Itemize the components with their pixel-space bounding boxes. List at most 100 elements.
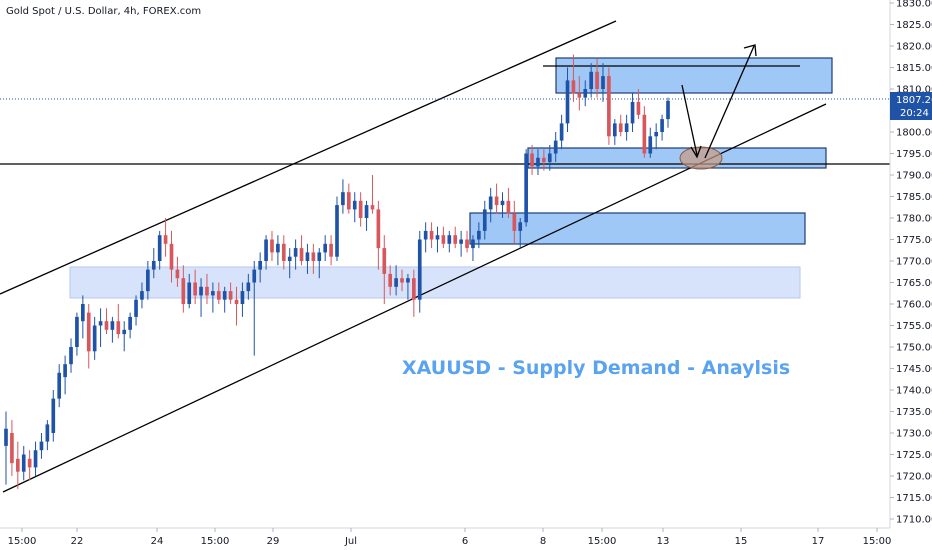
projection-arrow-down[interactable] (681, 84, 702, 159)
candle-body (199, 286, 203, 296)
candle-body (287, 256, 292, 261)
candle (364, 200, 369, 231)
retest-ellipse[interactable] (679, 146, 723, 170)
candle-body (524, 153, 528, 223)
candle-body (648, 136, 653, 154)
candle-body (400, 278, 404, 283)
candle-body (15, 458, 20, 472)
candle (276, 235, 280, 266)
candle (146, 261, 150, 300)
candle (459, 230, 463, 257)
candle-body (654, 132, 659, 137)
candle (654, 123, 659, 150)
candle (524, 149, 528, 227)
candle (423, 222, 428, 253)
current-price-badge: 1807.26 20:24 (890, 92, 932, 120)
candle-body (453, 235, 458, 244)
candle (281, 235, 286, 270)
candle (577, 76, 582, 111)
candle-body (57, 372, 62, 399)
overlay-title: XAUUSD - Supply Demand - Anaylsis (402, 357, 790, 379)
candle (69, 338, 73, 373)
candle (618, 114, 623, 137)
candle-body (335, 205, 339, 257)
candle (583, 80, 588, 107)
candle (400, 269, 404, 292)
candle-body (140, 291, 144, 300)
candle-body (211, 291, 215, 296)
candle (559, 114, 564, 150)
candle (163, 218, 168, 257)
candle (252, 261, 257, 356)
candle (57, 364, 62, 408)
candle-body (447, 235, 452, 244)
candle-body (583, 89, 588, 98)
faint-consolidation-zone (69, 266, 801, 299)
candle-body (163, 235, 168, 244)
current-price-label: 1807.26 (896, 95, 932, 106)
candle (134, 295, 138, 326)
y-tick-label: 1785.00 (896, 192, 932, 203)
candle-body (329, 243, 333, 257)
y-tick-label: 1800.00 (896, 128, 932, 139)
candle-body (394, 278, 398, 287)
candle-body (553, 140, 558, 154)
candle (388, 265, 393, 296)
y-tick-label: 1795.00 (896, 149, 932, 160)
candle (258, 252, 262, 283)
candle (453, 226, 458, 249)
y-tick-label: 1790.00 (896, 171, 932, 182)
y-tick-label: 1830.00 (896, 0, 932, 10)
candle (98, 308, 103, 347)
candle (45, 420, 50, 451)
candle-body (382, 248, 387, 274)
candle-body (63, 364, 67, 378)
y-tick-label: 1720.00 (896, 472, 932, 483)
candle (630, 93, 635, 132)
candle-body (423, 230, 428, 240)
channel-upper-trendline[interactable] (0, 20, 617, 295)
candle (305, 243, 310, 274)
y-tick-label: 1765.00 (896, 278, 932, 289)
candle (323, 235, 328, 261)
candle-body (477, 230, 481, 240)
demand-zone-upper[interactable] (527, 147, 827, 169)
candle (441, 226, 446, 249)
candle-body (246, 282, 251, 292)
candle-body (376, 209, 381, 249)
candle (589, 63, 593, 98)
candle-body (346, 192, 351, 210)
y-tick-label: 1775.00 (896, 235, 932, 246)
candle-body (417, 239, 422, 300)
candle-body (128, 316, 132, 330)
candle-body (518, 222, 523, 231)
candle-body (81, 304, 85, 322)
candle (216, 282, 221, 304)
candle-body (542, 157, 546, 163)
time-axis[interactable]: 15:00 22 24 15:00 29 Jul 6 8 15:00 13 15 17 15:00 (8, 528, 892, 547)
candle-body (512, 213, 517, 231)
x-tick-label: 6 (462, 536, 468, 547)
candle (222, 286, 227, 313)
candle-body (595, 71, 599, 89)
candle (15, 441, 20, 489)
candle (494, 183, 499, 214)
candle-body (116, 321, 121, 335)
price-axis[interactable]: 1710.00 1715.00 1720.00 1725.00 1730.00 1735.… (890, 0, 932, 526)
candle (358, 192, 363, 227)
candle (488, 187, 493, 223)
candle (33, 441, 38, 476)
x-tick-label: 15 (735, 536, 748, 547)
candle-body (530, 153, 534, 167)
candle (417, 230, 422, 313)
candle-body (193, 282, 197, 296)
candle-body (258, 261, 262, 270)
candle (317, 248, 322, 279)
candle (406, 273, 410, 300)
x-tick-label: 29 (267, 536, 280, 547)
candle-body (494, 196, 499, 206)
projection-arrow-up[interactable] (704, 44, 757, 159)
candle (435, 226, 440, 253)
demand-zone-lower[interactable] (469, 212, 806, 245)
